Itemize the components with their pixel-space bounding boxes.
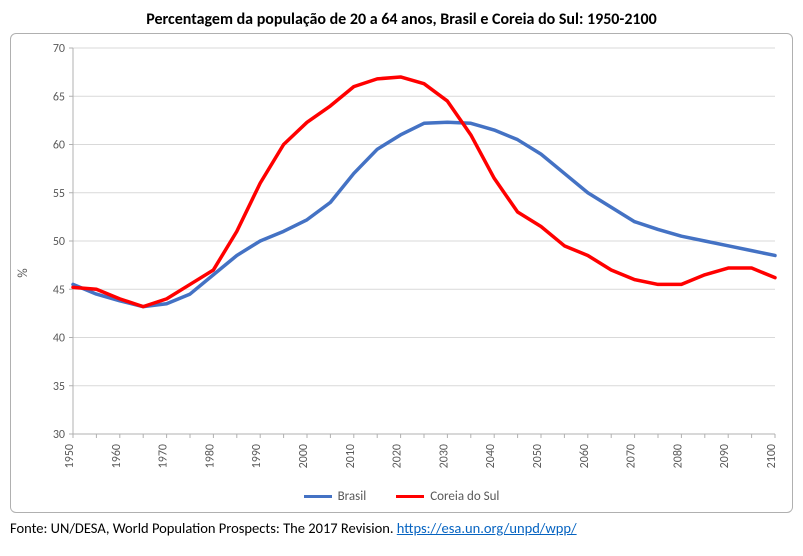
svg-text:30: 30 xyxy=(53,428,65,442)
svg-text:45: 45 xyxy=(53,283,65,297)
svg-text:2070: 2070 xyxy=(625,444,639,468)
source-citation: Fonte: UN/DESA, World Population Prospec… xyxy=(10,519,793,537)
y-axis-label: % xyxy=(16,268,31,277)
svg-text:70: 70 xyxy=(53,42,65,56)
legend-item-brasil: Brasil xyxy=(304,489,367,504)
svg-text:2050: 2050 xyxy=(531,444,545,468)
svg-text:2080: 2080 xyxy=(671,444,685,468)
svg-text:1960: 1960 xyxy=(110,444,124,468)
chart-title: Percentagem da população de 20 a 64 anos… xyxy=(10,10,793,29)
legend-label: Brasil xyxy=(338,489,367,504)
legend-label: Coreia do Sul xyxy=(430,489,499,504)
svg-text:35: 35 xyxy=(53,380,65,394)
legend: Brasil Coreia do Sul xyxy=(11,489,792,504)
svg-text:1990: 1990 xyxy=(250,444,264,468)
source-text: Fonte: UN/DESA, World Population Prospec… xyxy=(10,519,397,537)
svg-text:2060: 2060 xyxy=(578,444,592,468)
svg-text:1970: 1970 xyxy=(157,444,171,468)
chart-plot-box: % 30 35 40 45 50 55 60 65 70 1950 1960 1970 1980 1990… xyxy=(10,33,793,513)
svg-text:50: 50 xyxy=(53,235,65,249)
svg-text:2100: 2100 xyxy=(765,444,779,468)
chart-svg: 30 35 40 45 50 55 60 65 70 1950 1960 1970 1980 1990 20… xyxy=(11,34,793,512)
chart-container: Percentagem da população de 20 a 64 anos… xyxy=(0,0,803,556)
svg-text:40: 40 xyxy=(53,332,65,346)
svg-text:2090: 2090 xyxy=(718,444,732,468)
svg-text:2030: 2030 xyxy=(437,444,451,468)
svg-text:1980: 1980 xyxy=(203,444,217,468)
svg-text:55: 55 xyxy=(53,187,65,201)
svg-text:2010: 2010 xyxy=(344,444,358,468)
source-link[interactable]: https://esa.un.org/unpd/wpp/ xyxy=(397,519,577,537)
svg-text:2000: 2000 xyxy=(297,444,311,468)
svg-text:60: 60 xyxy=(53,139,65,153)
legend-swatch-brasil xyxy=(304,495,332,499)
legend-swatch-coreia xyxy=(396,495,424,499)
svg-text:2020: 2020 xyxy=(391,444,405,468)
svg-text:1950: 1950 xyxy=(63,444,77,468)
svg-text:2040: 2040 xyxy=(484,444,498,468)
svg-text:65: 65 xyxy=(53,90,65,104)
legend-item-coreia: Coreia do Sul xyxy=(396,489,499,504)
